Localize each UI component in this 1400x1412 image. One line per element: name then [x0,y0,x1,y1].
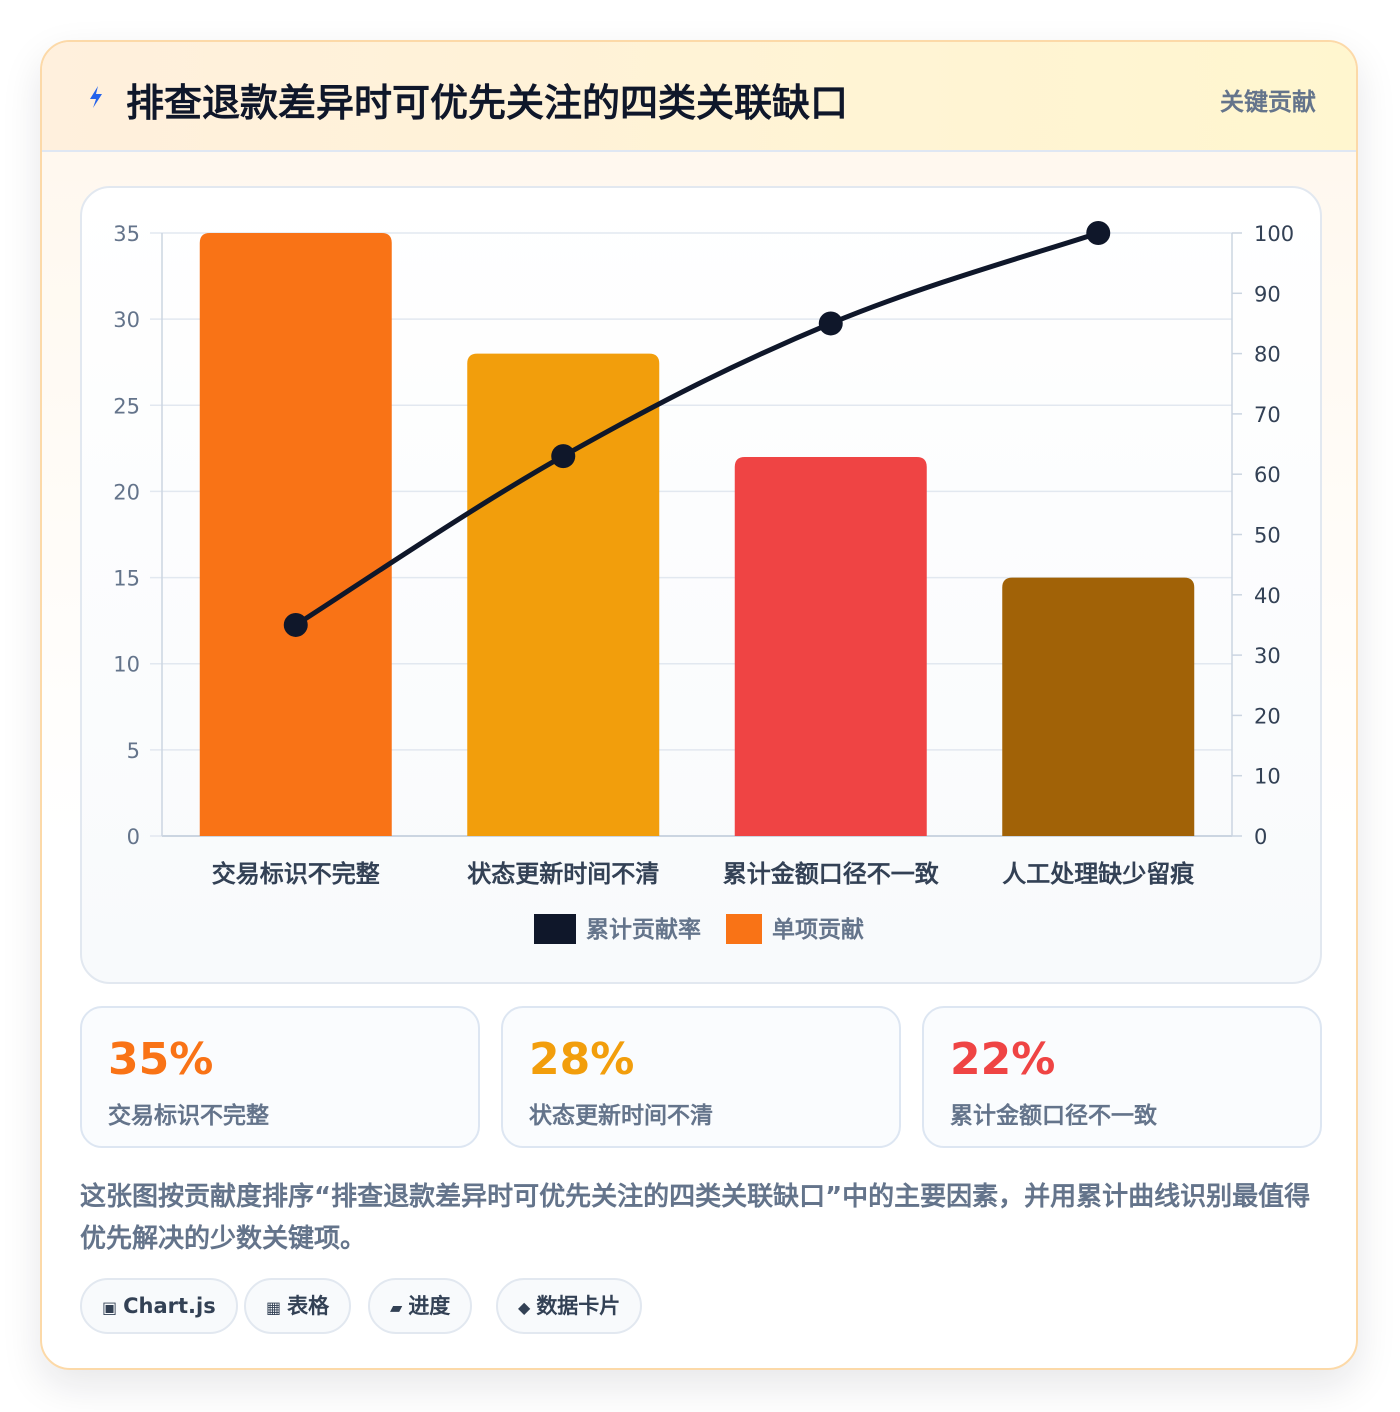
chart-description: 这张图按贡献度排序“排查退款差异时可优先关注的四类关联缺口”中的主要因素，并用累… [80,1182,1311,1254]
legend-label: 累计贡献率 [586,916,701,943]
stat-value: 28% [529,1034,635,1085]
line-point [283,612,308,637]
y2-tick-label: 10 [1254,765,1281,789]
y-tick-label: 10 [113,653,140,677]
line-point [1086,221,1111,245]
line-point [551,444,576,469]
chip-data-card[interactable]: ◆ 数据卡片 [496,1278,643,1334]
y2-tick-label: 40 [1254,584,1281,608]
stat-card: 28% 状态更新时间不清 [501,1006,901,1148]
y2-tick-label: 50 [1254,524,1281,548]
stat-value: 22% [950,1034,1056,1085]
chip-label: 数据卡片 [536,1294,621,1318]
y-tick-label: 35 [113,222,140,246]
x-tick-label: 人工处理缺少留痕 [1002,860,1195,888]
cumulative-line [293,230,1101,628]
card-header: 排查退款差异时可优先关注的四类关联缺口 关键贡献 [42,42,1356,152]
legend-swatch [726,914,762,944]
y2-tick-label: 80 [1254,343,1281,367]
bar [467,353,660,836]
pareto-chart: 0 5 10 15 20 25 30 35 0 10 20 30 40 50 60 70 80 90 100 交易标识… [113,221,1294,944]
lightning-icon [90,86,102,108]
bar [199,233,392,836]
y-tick-label: 15 [113,567,140,591]
chip-progress[interactable]: ▰ 进度 [368,1278,473,1334]
main-card: 排查退款差异时可优先关注的四类关联缺口 关键贡献 0 5 10 15 20 25 30 35 0… [40,40,1358,1370]
chip-label: 进度 [408,1294,451,1318]
y2-tick-label: 20 [1254,704,1281,728]
table-icon: ▦ [266,1298,282,1317]
chart-panel: 0 5 10 15 20 25 30 35 0 10 20 30 40 50 60 70 80 90 100 交易标识… [80,186,1322,984]
x-tick-label: 状态更新时间不清 [467,860,659,888]
y2-tick-label: 70 [1254,403,1281,427]
y2-tick-label: 30 [1254,644,1281,668]
x-tick-label: 累计金额口径不一致 [723,860,940,888]
line-point [818,311,843,336]
x-tick-label: 交易标识不完整 [212,860,380,888]
y2-tick-label: 0 [1254,825,1267,849]
legend-swatch [534,914,576,944]
page-title: 排查退款差异时可优先关注的四类关联缺口 [126,81,849,125]
progress-icon: ▰ [390,1298,403,1317]
y-tick-label: 30 [113,308,140,332]
chip-label: 表格 [287,1294,330,1318]
bar [1002,577,1195,836]
y2-tick-label: 60 [1254,463,1281,487]
y2-tick-label: 90 [1254,282,1281,306]
bar [734,456,927,836]
chart-icon: ▣ [102,1298,118,1317]
chip-table[interactable]: ▦ 表格 [244,1278,352,1334]
chip-chartjs[interactable]: ▣ Chart.js [80,1278,238,1334]
stat-label: 状态更新时间不清 [529,1103,713,1129]
stat-label: 累计金额口径不一致 [950,1103,1157,1129]
chip-label: Chart.js [123,1294,216,1318]
stat-card: 35% 交易标识不完整 [80,1006,480,1148]
y2-tick-label: 100 [1254,222,1294,246]
y-tick-label: 0 [127,825,140,849]
y-tick-label: 5 [127,739,140,763]
y-tick-label: 20 [113,480,140,504]
header-tag: 关键贡献 [1220,88,1316,116]
legend-label: 单项贡献 [772,917,864,943]
stat-card: 22% 累计金额口径不一致 [922,1006,1322,1148]
stat-label: 交易标识不完整 [108,1103,269,1129]
y-tick-label: 25 [113,394,140,418]
card-icon: ◆ [518,1298,531,1317]
stat-value: 35% [108,1034,214,1085]
